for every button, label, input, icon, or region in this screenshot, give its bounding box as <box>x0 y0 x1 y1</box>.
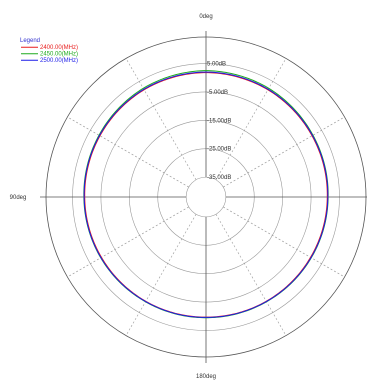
angle-label-1: 90deg <box>10 195 27 201</box>
angle-label-2: 180deg <box>196 374 216 380</box>
spoke-150 <box>215 214 287 336</box>
spoke-210 <box>125 214 197 336</box>
radial-tick-label-3: -25.00dB <box>207 147 231 153</box>
spoke-120 <box>223 206 345 278</box>
spoke-240 <box>67 206 189 278</box>
legend-entry-1: 2450.00(MHz) <box>40 52 78 58</box>
legend-entry-2: 2500.00(MHz) <box>40 58 78 64</box>
legend-title: Legend <box>20 38 40 44</box>
grid-circle-0 <box>185 176 227 218</box>
radial-tick-label-1: -5.00dB <box>207 90 228 96</box>
legend-entry-0: 2400.00(MHz) <box>40 45 78 51</box>
legend: Legend2400.00(MHz)2450.00(MHz)2500.00(MH… <box>20 38 78 64</box>
polar-grid <box>40 31 367 363</box>
series-group <box>83 70 329 319</box>
angle-label-0: 0deg <box>199 14 212 20</box>
spoke-300 <box>67 116 189 188</box>
radial-tick-label-2: -15.00dB <box>207 118 231 124</box>
spoke-30 <box>215 58 287 180</box>
series-line-2 <box>83 71 329 318</box>
tick-labels: 5.00dB -5.00dB -15.00dB -25.00dB -35.00dB 0de… <box>10 14 232 380</box>
radial-tick-label-0: 5.00dB <box>207 62 226 68</box>
radial-tick-label-4: -35.00dB <box>207 175 231 181</box>
spoke-330 <box>125 58 197 180</box>
spoke-60 <box>223 116 345 188</box>
